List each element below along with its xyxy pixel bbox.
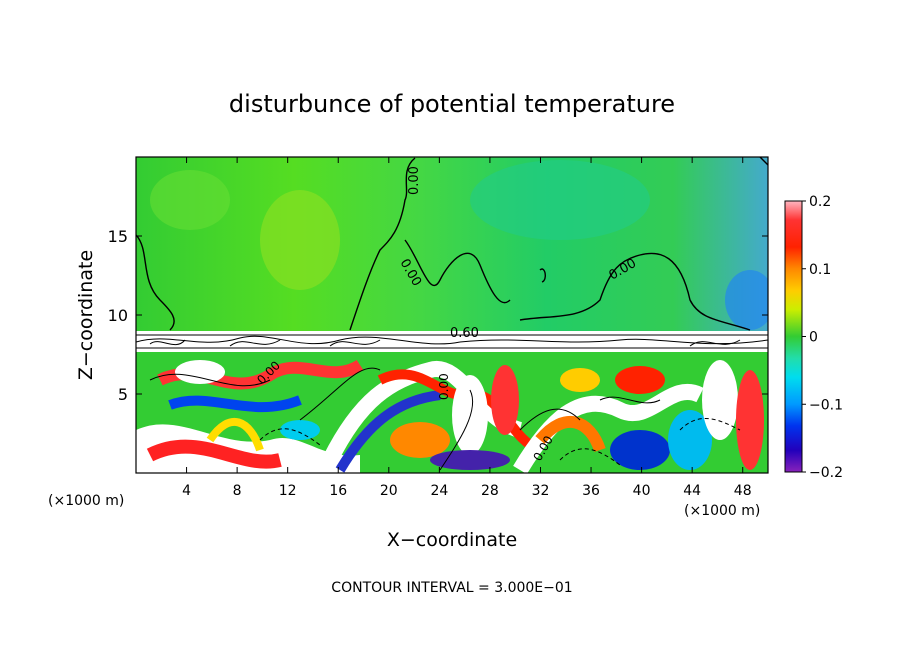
x-axis-ticks: 4 8 12 16 20 24 28 32 36 40 44 48 [182,157,752,499]
x-tick-label: 20 [380,483,398,499]
upper-patch [260,190,340,290]
interface-contours [136,334,768,349]
colorbar [784,200,803,473]
colorbar-tick-label: 0 [809,330,818,346]
upper-field [136,157,768,331]
y-axis-ticks: 5 10 15 [108,227,768,404]
x-tick-label: 8 [233,483,242,499]
chart-title: disturbunce of potential temperature [229,90,675,118]
y-axis-label: Z−coordinate [75,250,97,380]
x-tick-label: 32 [532,483,550,499]
colorbar-ticks: 0.2 0.1 0 −0.1 −0.2 [802,194,843,481]
contour-label: 0.60 [450,326,479,341]
plot-area [136,157,768,473]
contour-label: 0.00 [437,373,451,400]
contour-lines [136,157,768,331]
colorbar-tick-label: 0.1 [809,262,831,278]
upper-patch [150,170,230,230]
contour-interval-note: CONTOUR INTERVAL = 3.000E−01 [331,580,572,596]
y-tick-label: 10 [108,306,128,325]
interface-band [136,331,768,352]
x-tick-label: 44 [683,483,701,499]
x-axis-unit: (×1000 m) [48,493,124,509]
x-tick-label: 24 [430,483,448,499]
x-tick-label: 28 [481,483,499,499]
colorbar-tick-label: −0.1 [809,397,843,413]
y-tick-label: 15 [108,227,128,246]
x-tick-label: 16 [329,483,347,499]
turbulent-structures [136,359,764,473]
x-tick-label: 40 [633,483,651,499]
upper-patch [725,270,768,330]
lower-contour-lines [149,367,741,471]
x-axis-unit-right: (×1000 m) [684,503,760,519]
x-axis-label: X−coordinate [387,529,517,551]
colorbar-tick-label: −0.2 [809,465,843,481]
x-tick-label: 48 [734,483,752,499]
y-tick-label: 5 [118,385,128,404]
x-tick-label: 12 [279,483,297,499]
contour-label: 0.00 [407,166,422,195]
upper-patch [470,160,650,240]
x-tick-label: 4 [182,483,191,499]
colorbar-tick-label: 0.2 [809,194,831,210]
x-tick-label: 36 [582,483,600,499]
